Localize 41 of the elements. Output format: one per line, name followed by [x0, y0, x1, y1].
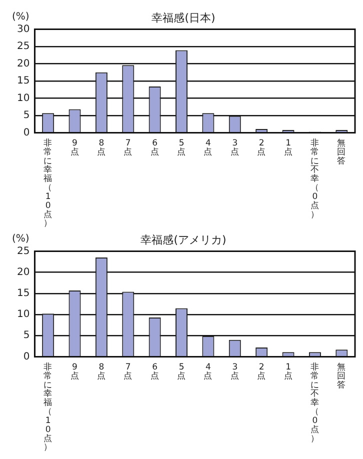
- x-tick-label: 無回答: [337, 137, 346, 166]
- y-tick-label: 20: [16, 266, 30, 278]
- x-tick-label: 6点: [150, 138, 160, 158]
- y-axis-title: (%): [12, 12, 30, 23]
- x-tick-label: 3点: [230, 138, 240, 158]
- x-tick-label: 2点: [257, 362, 266, 382]
- chart-title: 幸福感(アメリカ): [140, 233, 226, 246]
- y-tick-label: 5: [23, 330, 30, 342]
- y-tick-label: 25: [16, 41, 30, 52]
- x-tick-label: 9点: [70, 138, 80, 158]
- category-label: 非常に不幸（0点）: [310, 362, 320, 444]
- x-tick-label: 9点: [70, 362, 80, 382]
- y-tick-label: 0: [23, 351, 30, 362]
- x-tick-label: 1点: [284, 138, 293, 158]
- x-tick-label: 7点: [124, 362, 133, 382]
- category-label: 非常に幸福（10点）: [44, 362, 53, 453]
- chart-title: 幸福感(日本): [152, 11, 216, 24]
- x-tick-label: 1点: [284, 362, 293, 382]
- category-label: 非常に幸福（10点）: [44, 138, 53, 229]
- y-tick-label: 25: [16, 246, 30, 257]
- x-tick-label: 5点: [177, 362, 186, 382]
- x-tick-label: 6点: [150, 362, 160, 382]
- x-tick-label: 5点: [177, 138, 186, 158]
- y-tick-label: 15: [16, 288, 30, 300]
- category-label: 非常に不幸（0点）: [310, 138, 320, 220]
- y-tick-label: 0: [23, 127, 30, 138]
- y-tick-label: 10: [16, 92, 30, 104]
- y-axis-title: (%): [12, 234, 30, 245]
- x-tick-label: 8点: [96, 138, 106, 158]
- x-tick-label: 4点: [204, 362, 213, 382]
- x-tick-label: 4点: [204, 138, 213, 158]
- x-tick-label: 無回答: [337, 361, 346, 390]
- y-tick-label: 5: [23, 110, 30, 122]
- y-tick-label: 30: [16, 24, 30, 35]
- x-tick-label: 8点: [96, 362, 106, 382]
- y-tick-label: 10: [16, 309, 30, 320]
- y-tick-label: 20: [16, 58, 30, 70]
- x-tick-label: 3点: [230, 362, 240, 382]
- x-tick-label: 2点: [257, 138, 266, 158]
- y-tick-label: 15: [16, 76, 30, 87]
- x-tick-label: 7点: [124, 138, 133, 158]
